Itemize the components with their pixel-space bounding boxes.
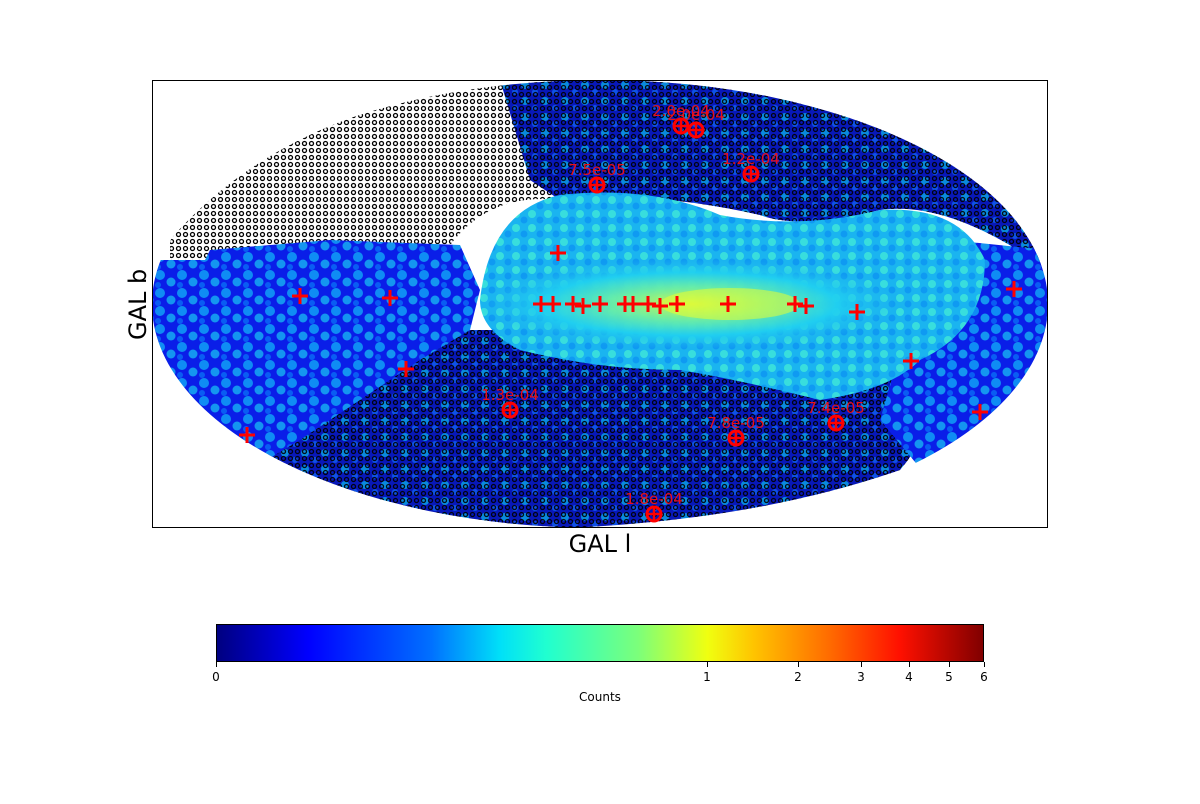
colorbar-tick-mark bbox=[798, 662, 799, 667]
source-circle-marker: 2.0e-04 bbox=[667, 106, 725, 139]
source-circle-marker: 1.3e-04 bbox=[481, 386, 539, 419]
flux-label: 7.8e-05 bbox=[707, 414, 765, 432]
flux-label: 7.5e-05 bbox=[568, 161, 626, 179]
source-cross-marker bbox=[545, 296, 561, 312]
source-circle-marker: 7.8e-05 bbox=[707, 414, 765, 447]
source-cross-marker bbox=[903, 353, 919, 369]
source-cross-marker bbox=[382, 290, 398, 306]
plot-frame bbox=[152, 80, 1048, 528]
flux-annotations: 2.0e-042.0e-04 7.5e-05 1.2e-04 1.3e-04 7.8e-… bbox=[481, 102, 865, 523]
colorbar-tick-mark bbox=[909, 662, 910, 667]
colorbar-tick-mark bbox=[707, 662, 708, 667]
flux-label: 1.3e-04 bbox=[481, 386, 539, 404]
source-circle-marker: 1.2e-04 bbox=[722, 150, 780, 183]
source-cross-marker bbox=[1006, 281, 1022, 297]
x-axis-label: GAL l bbox=[568, 530, 632, 558]
colorbar-label: Counts bbox=[579, 690, 621, 704]
colorbar-frame bbox=[216, 624, 984, 662]
flux-label: 2.0e-04 bbox=[652, 102, 710, 120]
source-cross-marker bbox=[849, 304, 865, 320]
flux-label: 7.4e-05 bbox=[807, 399, 865, 417]
source-cross-marker bbox=[565, 296, 581, 312]
source-cross-marker bbox=[972, 404, 988, 420]
colorbar-tick-mark bbox=[861, 662, 862, 667]
colorbar-tick-mark bbox=[216, 662, 217, 667]
source-circle-marker: 2.0e-04 bbox=[652, 102, 710, 135]
source-circle-marker: 7.4e-05 bbox=[807, 399, 865, 432]
flux-label: 1.2e-04 bbox=[722, 150, 780, 168]
source-cross-marker bbox=[625, 296, 641, 312]
colorbar-tick-label: 1 bbox=[703, 670, 711, 684]
source-cross-marker bbox=[239, 427, 255, 443]
source-cross-marker bbox=[550, 245, 566, 261]
source-circle-marker: 7.5e-05 bbox=[568, 161, 626, 194]
colorbar-tick-label: 4 bbox=[905, 670, 913, 684]
colorbar-tick-label: 3 bbox=[857, 670, 865, 684]
colorbar-tick-mark bbox=[984, 662, 985, 667]
colorbar-tick-label: 6 bbox=[980, 670, 988, 684]
source-cross-marker bbox=[652, 298, 668, 314]
colorbar-tick-mark bbox=[949, 662, 950, 667]
colorbar bbox=[216, 624, 984, 662]
colorbar-tick-label: 2 bbox=[794, 670, 802, 684]
source-markers bbox=[239, 245, 1022, 443]
source-cross-marker bbox=[669, 296, 685, 312]
source-cross-marker bbox=[575, 298, 591, 314]
flux-label: 2.0e-04 bbox=[667, 106, 725, 124]
colorbar-tick-label: 5 bbox=[945, 670, 953, 684]
flux-label: 1.8e-04 bbox=[625, 490, 683, 508]
source-cross-marker bbox=[640, 296, 656, 312]
colorbar-tick-label: 0 bbox=[212, 670, 220, 684]
source-cross-marker bbox=[292, 288, 308, 304]
source-cross-marker bbox=[592, 296, 608, 312]
source-cross-marker bbox=[720, 296, 736, 312]
source-cross-marker bbox=[398, 361, 414, 377]
source-cross-marker bbox=[787, 296, 803, 312]
source-circle-marker: 1.8e-04 bbox=[625, 490, 683, 523]
source-cross-marker bbox=[798, 298, 814, 314]
y-axis-label: GAL b bbox=[124, 268, 152, 340]
sky-projection bbox=[152, 80, 1048, 528]
